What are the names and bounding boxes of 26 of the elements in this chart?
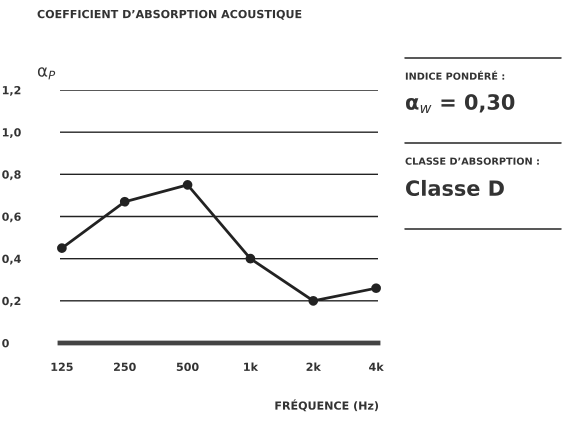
chart-title: COEFFICIENT D’ABSORPTION ACOUSTIQUE [38,10,302,20]
y-tick-label: 0,6 [2,212,21,222]
point [371,283,381,294]
text: CLASSE D’ABSORPTION : [405,157,539,165]
y-tick-label: 0,4 [2,254,21,264]
x-tick-label: 125 [52,362,73,372]
point [182,180,192,190]
y-tick-label: 0,8 [2,170,21,180]
x-tick-label: 4k [369,362,384,371]
x-tick-label: 250 [114,362,136,372]
point [308,296,318,306]
x-axis-title: FRÉQUENCE (Hz) [275,399,378,412]
point [57,243,67,253]
x-tick-label: 500 [176,362,199,372]
y-axis-title: α$_{P}$ [38,67,56,80]
point [120,196,130,207]
point [246,254,256,264]
y-tick-label: 0 [2,338,9,348]
y-tick-label: 1,2 [2,86,20,96]
text: α$_{w}$ = 0,30 [406,94,514,114]
y-tick-label: 0,2 [2,296,20,307]
x-tick-label: 1k [244,362,258,371]
text: Classe D [406,180,504,196]
y-tick-label: 1,0 [2,128,21,138]
text: INDICE PONDÉRÉ : [406,70,504,80]
x-tick-label: 2k [306,362,322,371]
